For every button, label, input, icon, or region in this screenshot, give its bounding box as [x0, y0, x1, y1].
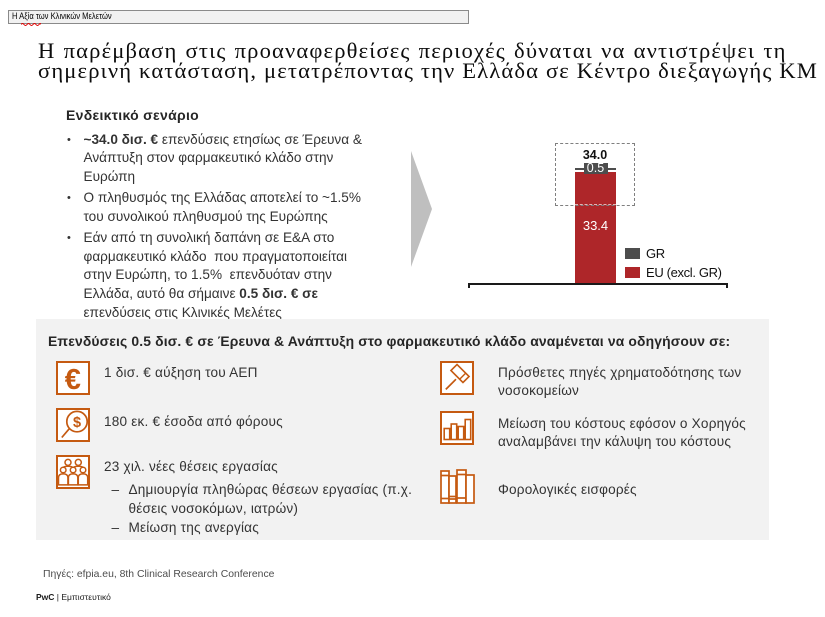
svg-text:€: € [65, 364, 81, 395]
svg-text:$: $ [73, 415, 81, 431]
